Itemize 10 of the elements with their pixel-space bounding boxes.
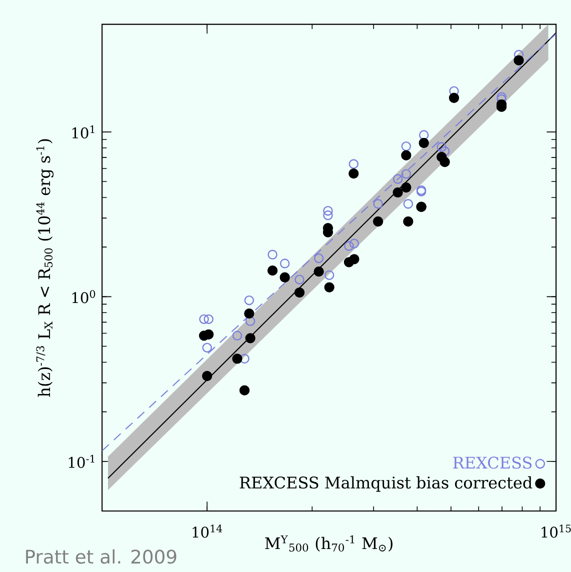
y-tick-label: 10$^{0}$: [72, 290, 96, 304]
x-tick-label: 10$^{15}$: [542, 524, 571, 538]
legend-label: REXCESS: [453, 456, 532, 469]
x-tick-label: 10$^{14}$: [192, 524, 222, 538]
text: h(z)$^{-7/3}$ L$_{X}$ R < R$_{500}$ (10$^{44}$ erg s$^{-1}$): [36, 139, 54, 397]
y-tick-label: 10$^{-1}$: [68, 454, 94, 468]
legend-label: REXCESS Malmquist bias corrected: [240, 476, 532, 492]
text: Pratt et al. 2009: [26, 549, 176, 564]
text: M$^{Y}$$_{500}$ (h$_{70}$$^{-1}$ M$_{⊙}$): [265, 535, 392, 552]
y-tick-label: 10$^{1}$: [72, 125, 94, 139]
